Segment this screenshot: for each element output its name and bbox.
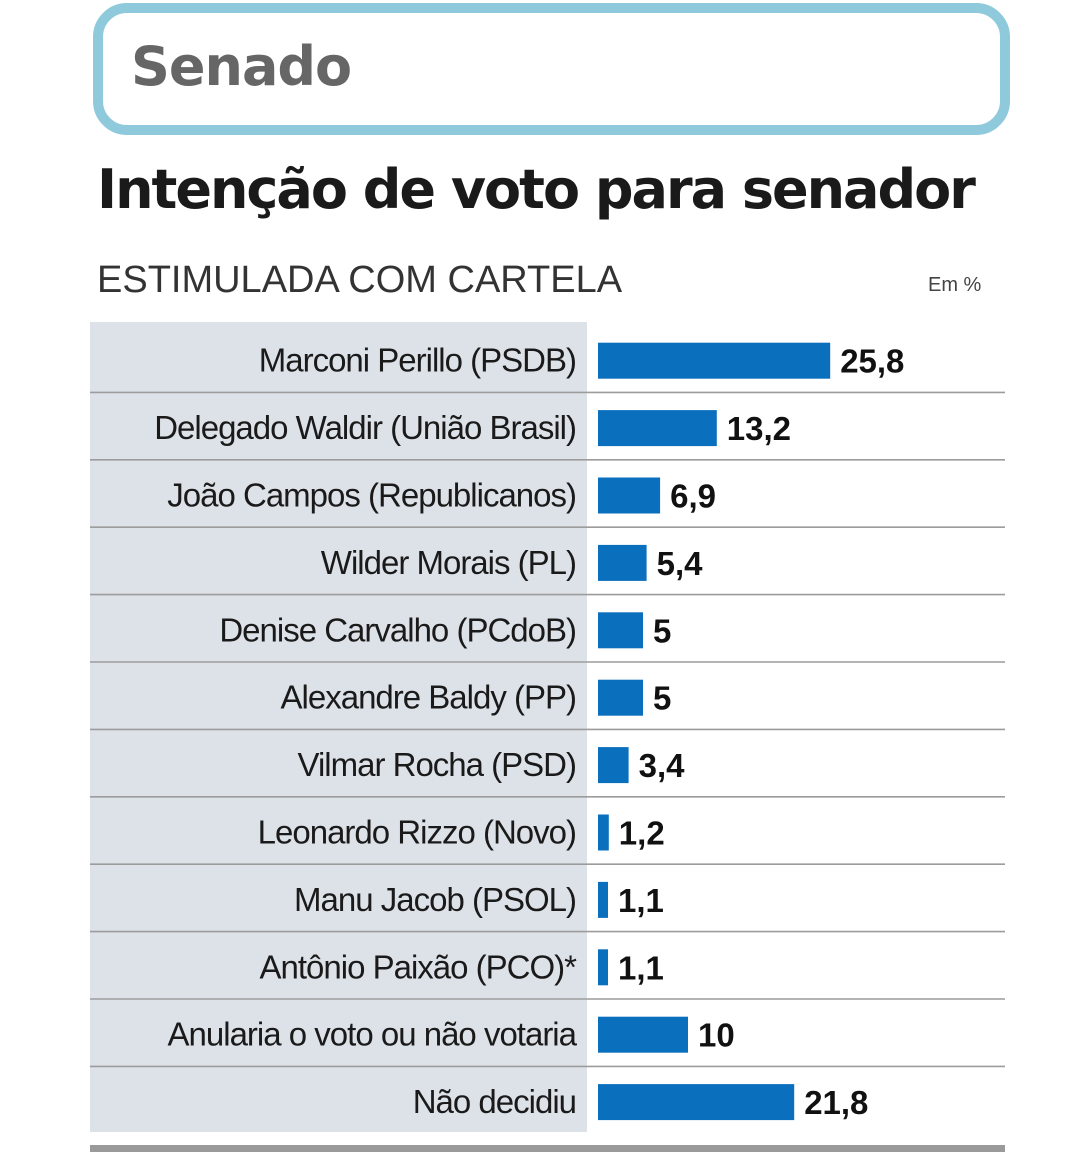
category-label: Vilmar Rocha (PSD) (298, 746, 576, 783)
bar (598, 1084, 795, 1121)
bar (598, 544, 647, 581)
category-label: Anularia o voto ou não votaria (168, 1016, 578, 1053)
value-label: 3,4 (639, 747, 686, 784)
category-label: Denise Carvalho (PCdoB) (219, 611, 576, 648)
bar (598, 679, 643, 716)
bottom-rule (90, 1145, 1005, 1152)
category-label: Alexandre Baldy (PP) (281, 679, 576, 716)
category-label: Não decidiu (413, 1083, 576, 1120)
value-label: 6,9 (670, 478, 716, 515)
category-label: Delegado Waldir (União Brasil) (154, 409, 576, 446)
bar (598, 1016, 688, 1053)
value-label: 1,2 (619, 815, 665, 852)
value-label: 5 (653, 612, 671, 649)
bar (598, 477, 661, 514)
bar (598, 410, 717, 447)
bar (598, 747, 629, 784)
category-label: Marconi Perillo (PSDB) (259, 342, 576, 379)
bar (598, 881, 608, 918)
value-label: 10 (698, 1017, 735, 1054)
section-header-box: Senado (93, 3, 1010, 135)
bar (598, 612, 643, 649)
value-label: 1,1 (618, 882, 664, 919)
bar (598, 342, 831, 379)
value-label: 5 (653, 680, 671, 717)
bar (598, 814, 609, 851)
value-label: 13,2 (727, 410, 791, 447)
value-label: 5,4 (657, 545, 704, 582)
category-label: Antônio Paixão (PCO)* (260, 948, 578, 985)
category-label: Wilder Morais (PL) (321, 544, 576, 581)
category-label: João Campos (Republicanos) (167, 477, 576, 514)
chart-subtitle: ESTIMULADA COM CARTELA (97, 259, 623, 301)
value-label: 1,1 (618, 949, 664, 986)
label-column-background (90, 322, 587, 1132)
chart-title: Intenção de voto para senador (97, 158, 976, 221)
bar (598, 949, 608, 986)
category-label: Manu Jacob (PSOL) (294, 881, 576, 918)
value-label: 25,8 (840, 343, 904, 380)
unit-label: Em % (928, 274, 982, 296)
category-label: Leonardo Rizzo (Novo) (258, 814, 576, 851)
section-title: Senado (131, 35, 352, 98)
value-label: 21,8 (804, 1084, 868, 1121)
